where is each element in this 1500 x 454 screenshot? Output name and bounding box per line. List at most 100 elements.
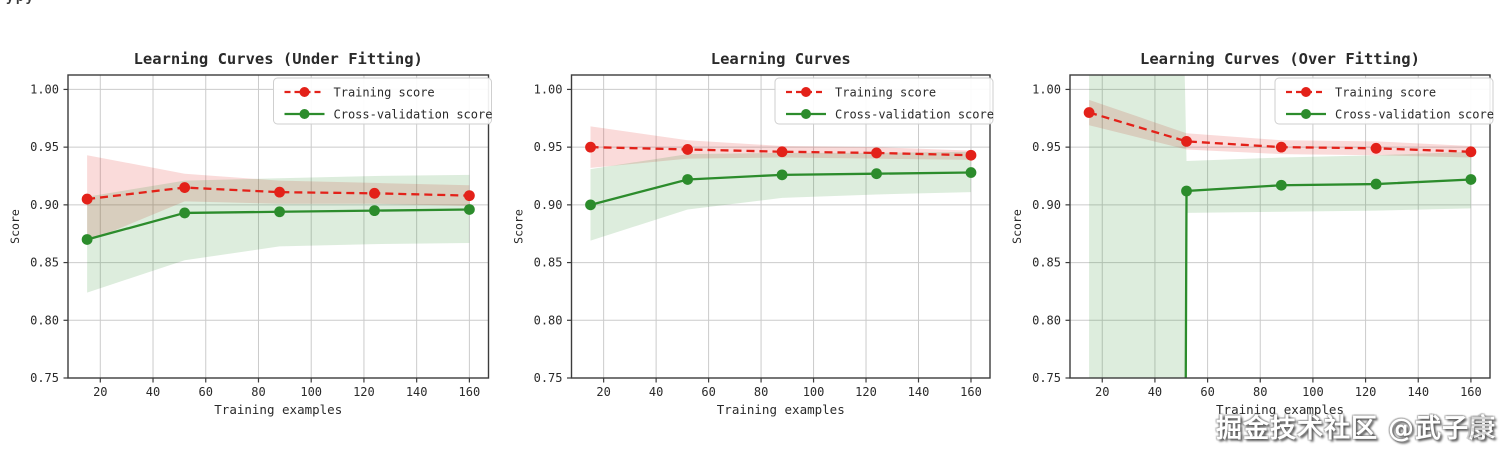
x-tick-label: 120 [353,385,375,399]
x-axis-label: Training examples [214,402,342,417]
x-axis-label: Training examples [717,402,845,417]
legend-box [1274,77,1494,125]
y-axis-label: Score [8,209,22,244]
tick-marks [1065,88,1472,383]
legend-sample-marker [1301,109,1311,119]
y-tick-label: 0.90 [534,198,563,212]
training-score-point [179,182,191,193]
legend: Training score Cross-validation score [1274,77,1494,125]
tick-marks [567,88,972,383]
training-score-point [585,141,596,153]
chart-3: 20 40 60 80 100 120 140 160 0.75 0.80 0.85 0.90 0.95… [1010,50,1494,417]
y-tick-label: 0.95 [30,140,59,154]
cross-validation-point [1370,178,1382,190]
legend-label: Training score [1335,86,1436,100]
training-score-point [274,186,285,198]
watermark-text: 掘金技术社区 @武子康 [1216,414,1497,444]
x-tick-label: 80 [251,385,265,399]
legend-sample-marker [1301,87,1311,97]
legend-label: Training score [835,86,936,100]
cross-validation-point [965,167,977,178]
watermark: 掘金技术社区 @武子康 [1216,408,1496,445]
x-tick-label: 60 [701,385,715,399]
x-tick-label: 100 [803,385,825,399]
legend-sample-marker [299,87,310,97]
chart-2: 20 40 60 80 100 120 140 160 0.75 0.80 0.85 0.90 0.95… [512,50,994,417]
x-tick-label: 140 [908,385,930,399]
legend-box [273,77,492,125]
plot-spines [1069,74,1491,379]
cross-validation-point [871,168,882,180]
cross-validation-band [1089,75,1471,378]
training-score-point [463,190,475,202]
chart-title: Learning Curves [711,50,851,68]
y-tick-label: 0.95 [534,140,563,154]
training-score-line [86,186,470,201]
x-tick-label: 80 [1253,385,1267,399]
y-tick-label: 0.85 [1032,256,1061,270]
cross-validation-point [369,205,380,217]
legend-label: Cross-validation score [334,108,493,122]
cross-validation-point [1181,185,1192,197]
cross-validation-point [1465,174,1477,185]
training-score-point [1275,141,1287,153]
legend: Training score Cross-validation score [774,77,994,125]
cross-validation-point [81,234,93,245]
x-tick-label: 140 [406,385,428,399]
training-score-point [81,193,93,205]
cross-validation-point [776,169,788,181]
x-tick-label: 160 [960,385,982,399]
legend-label: Cross-validation score [835,108,994,122]
plot-spines [570,74,991,379]
cross-validation-band [590,151,971,241]
cross-validation-point [1275,179,1287,191]
training-score-point [776,146,788,158]
cross-validation-point [463,204,475,215]
x-tick-label: 120 [855,385,877,399]
cross-validation-point [179,207,191,219]
y-tick-label: 0.75 [534,371,563,385]
training-score-band [87,155,470,242]
training-score-point [965,149,977,161]
y-tick-label: 1.00 [30,82,59,96]
x-tick-label: 160 [1460,385,1482,399]
legend-sample-marker [299,109,310,119]
y-tick-label: 0.80 [1032,313,1061,327]
y-tick-label: 0.90 [1032,198,1061,212]
x-tick-label: 60 [199,385,213,399]
x-axis-label: Training examples [1216,402,1344,417]
cross-validation-band [87,174,470,293]
x-tick-label: 20 [596,385,610,399]
x-tick-label: 140 [1407,385,1429,399]
chart-title: Learning Curves (Over Fitting) [1140,50,1420,68]
y-axis-label: Score [1010,209,1024,244]
y-tick-label: 0.85 [30,256,59,270]
training-score-line [590,145,972,157]
y-tick-label: 0.80 [534,313,563,327]
training-score-point [1083,107,1095,118]
legend: Training score Cross-validation score [273,77,493,125]
y-tick-label: 0.90 [30,198,59,212]
legend-label: Training score [334,86,435,100]
y-tick-label: 0.85 [534,256,563,270]
chart-1: 20 40 60 80 100 120 140 160 0.75 0.80 0.85 0.90 0.95… [8,50,492,417]
x-tick-label: 160 [459,385,481,399]
training-score-point [1181,135,1192,147]
x-tick-label: 60 [1200,385,1214,399]
chart-title: Learning Curves (Under Fitting) [134,50,423,68]
training-score-point [369,187,380,199]
cross-validation-point [585,199,596,211]
x-tick-label: 40 [649,385,663,399]
x-tick-label: 20 [93,385,107,399]
cross-validation-point [682,174,694,185]
legend-sample-marker [801,109,811,119]
y-tick-label: 0.75 [30,371,59,385]
y-tick-label: 0.95 [1032,140,1061,154]
y-axis-label: Score [512,209,526,244]
x-tick-label: 20 [1095,385,1109,399]
x-tick-label: 80 [754,385,768,399]
cropped-text-fragment: ypy [6,0,76,7]
x-tick-label: 100 [1302,385,1324,399]
